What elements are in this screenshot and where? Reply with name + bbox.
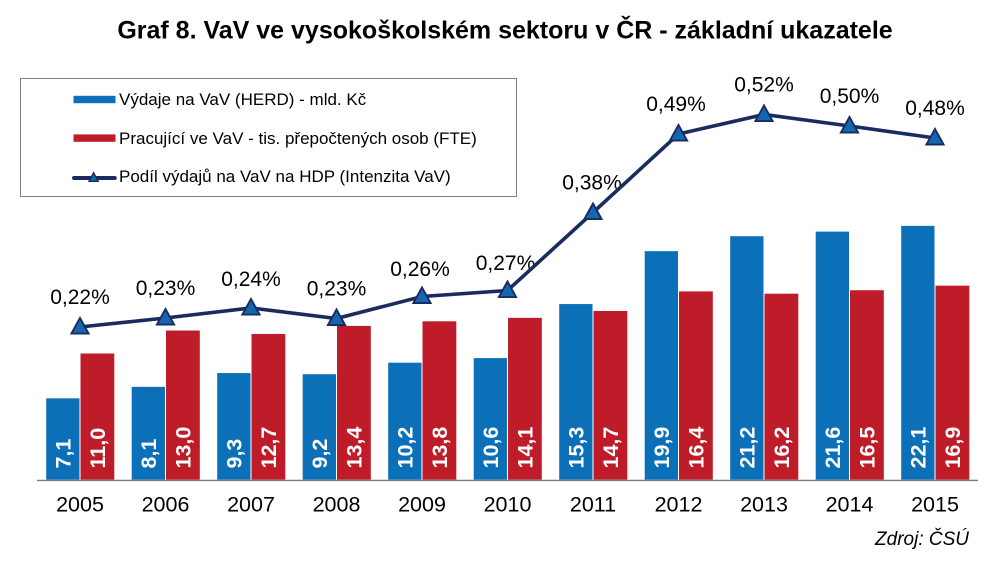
svg-text:2009: 2009	[398, 493, 446, 517]
svg-text:2011: 2011	[570, 493, 616, 517]
svg-text:16,2: 16,2	[770, 427, 794, 469]
svg-text:2005: 2005	[56, 493, 104, 517]
svg-text:22,1: 22,1	[906, 427, 930, 469]
svg-text:16,4: 16,4	[684, 427, 708, 469]
svg-text:0,27%: 0,27%	[476, 252, 536, 275]
svg-text:9,2: 9,2	[308, 439, 332, 469]
svg-text:21,6: 21,6	[821, 427, 845, 469]
svg-text:13,4: 13,4	[342, 427, 366, 469]
svg-text:21,2: 21,2	[735, 427, 759, 469]
svg-text:0,48%: 0,48%	[905, 97, 965, 120]
svg-text:2008: 2008	[313, 493, 361, 517]
svg-text:16,9: 16,9	[941, 427, 965, 469]
svg-text:0,22%: 0,22%	[50, 286, 110, 309]
svg-text:14,7: 14,7	[599, 427, 623, 469]
svg-text:13,8: 13,8	[428, 427, 452, 469]
svg-text:2014: 2014	[826, 493, 874, 517]
svg-text:2012: 2012	[655, 493, 703, 517]
svg-text:0,50%: 0,50%	[820, 85, 880, 108]
svg-text:13,0: 13,0	[171, 427, 195, 469]
svg-text:Pracující ve VaV - tis. přepoč: Pracující ve VaV - tis. přepočtených oso…	[119, 129, 477, 148]
svg-text:Výdaje na VaV (HERD) - mld. Kč: Výdaje na VaV (HERD) - mld. Kč	[119, 90, 367, 109]
svg-text:7,1: 7,1	[51, 439, 75, 469]
svg-text:10,6: 10,6	[479, 427, 503, 469]
svg-text:2010: 2010	[484, 493, 532, 517]
svg-text:12,7: 12,7	[257, 427, 281, 469]
svg-text:0,26%: 0,26%	[390, 258, 450, 281]
svg-text:9,3: 9,3	[222, 439, 246, 469]
svg-text:Zdroj: ČSÚ: Zdroj: ČSÚ	[874, 528, 969, 550]
svg-text:15,3: 15,3	[564, 427, 588, 469]
svg-text:0,24%: 0,24%	[221, 268, 281, 291]
svg-text:0,52%: 0,52%	[734, 74, 794, 97]
svg-text:14,1: 14,1	[513, 427, 537, 469]
svg-text:8,1: 8,1	[137, 439, 161, 469]
svg-text:2013: 2013	[740, 493, 788, 517]
svg-text:0,38%: 0,38%	[562, 172, 622, 195]
svg-text:10,2: 10,2	[393, 427, 417, 469]
svg-text:0,49%: 0,49%	[646, 93, 706, 116]
svg-text:Podíl výdajů na VaV na HDP (In: Podíl výdajů na VaV na HDP (Intenzita Va…	[119, 167, 451, 186]
svg-text:2007: 2007	[227, 493, 275, 517]
svg-text:0,23%: 0,23%	[136, 277, 196, 300]
svg-text:11,0: 11,0	[86, 428, 110, 469]
svg-text:2015: 2015	[911, 493, 959, 517]
svg-text:19,9: 19,9	[650, 427, 674, 469]
svg-text:16,5: 16,5	[855, 427, 879, 469]
svg-text:2006: 2006	[142, 493, 190, 517]
svg-text:0,23%: 0,23%	[307, 278, 367, 301]
svg-text:Graf 8. VaV ve vysokoškolském: Graf 8. VaV ve vysokoškolském sektoru v …	[117, 15, 892, 45]
